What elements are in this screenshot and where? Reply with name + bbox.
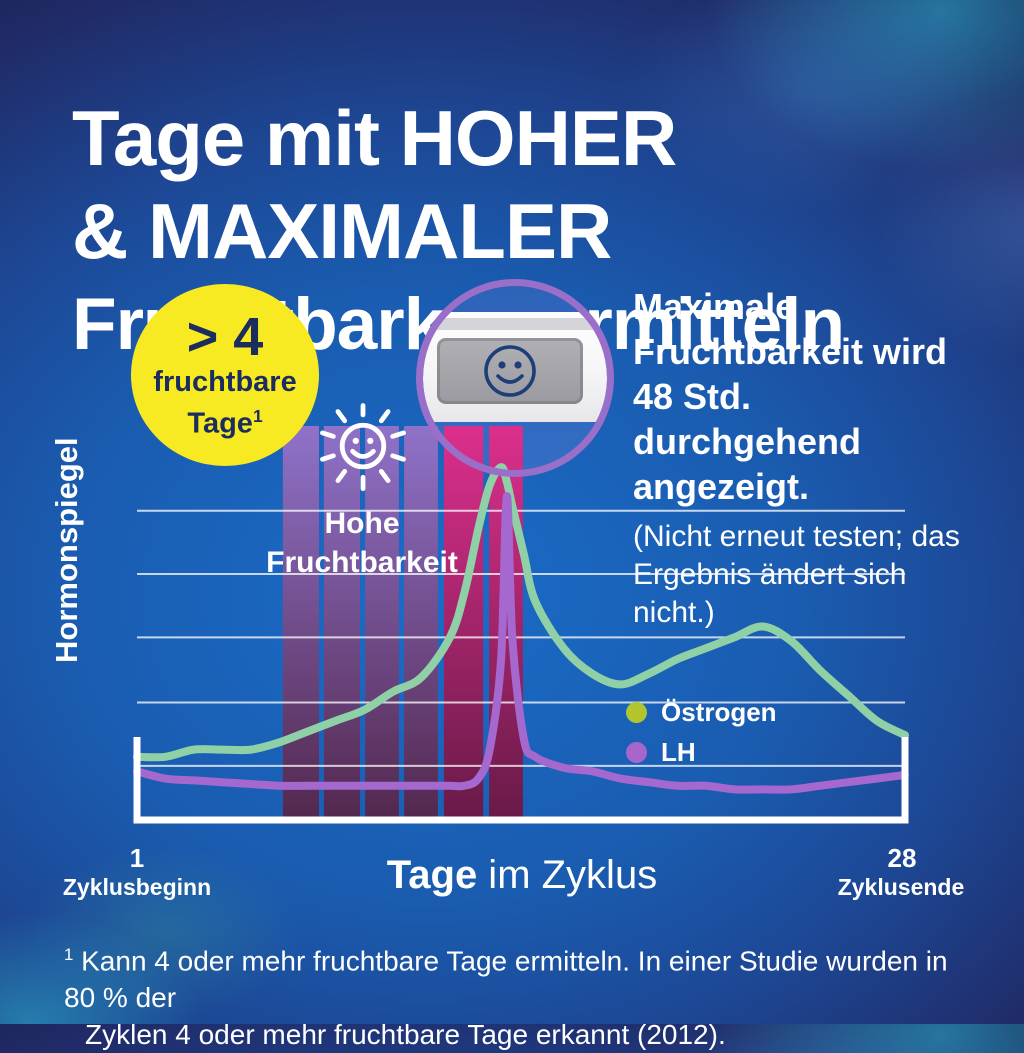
legend-label-lh: LH — [661, 737, 696, 767]
sun-smiley-icon — [320, 403, 406, 492]
legend-item-estrogen: Östrogen — [626, 697, 777, 728]
badge-value: > 4 — [186, 307, 264, 368]
max-fertility-note: Maximale Fruchtbarkeit wird 48 Std. durc… — [633, 284, 983, 632]
title-line-2: & MAXIMALER — [72, 187, 612, 275]
max-note-bold-1: Maximale — [633, 286, 796, 327]
high-fertility-label: Hohe Fruchtbarkeit — [252, 504, 472, 582]
y-axis-label: Hormonspiegel — [49, 437, 84, 663]
max-note-bold-2: Fruchtbarkeit wird — [633, 331, 948, 372]
legend-label-estrogen: Östrogen — [661, 697, 777, 727]
x-axis-title: Tage im Zyklus — [312, 853, 732, 898]
max-note-bold-3: 48 Std. durchgehend — [633, 376, 862, 462]
max-note-small-2: Ergebnis ändert sich nicht.) — [633, 558, 907, 629]
chart-legend: Östrogen LH — [626, 697, 777, 777]
device-magnifier-ring — [416, 279, 614, 477]
badge-text-2: Tage1 — [187, 406, 263, 440]
lh-dot-icon — [626, 742, 647, 763]
footnote-line-2: Zyklen 4 oder mehr fruchtbare Tage erkan… — [85, 1019, 726, 1051]
high-fertility-line-1: Hohe — [324, 507, 400, 540]
footnote-line-1: 1 Kann 4 oder mehr fruchtbare Tage ermit… — [64, 945, 948, 1014]
x-label-cycle-start: Zyklusbeginn — [62, 874, 212, 900]
max-note-small-1: (Nicht erneut testen; das — [633, 520, 960, 553]
max-note-bold-4: angezeigt. — [633, 466, 810, 507]
footnote-mark: 1 — [252, 406, 263, 427]
x-label-cycle-end: Zyklusende — [837, 874, 965, 900]
x-tick-end: 28 — [887, 843, 917, 873]
x-axis-title-bold: Tage — [386, 853, 478, 897]
badge-text-1: fruchtbare — [153, 366, 297, 399]
band-peak-column — [443, 426, 484, 820]
x-tick-start: 1 — [129, 843, 145, 873]
fertile-days-badge: > 4 fruchtbare Tage1 — [131, 284, 319, 466]
legend-item-lh: LH — [626, 737, 777, 768]
high-fertility-line-2: Fruchtbarkeit — [266, 546, 458, 579]
band-peak-column — [489, 426, 523, 820]
footnote: 1 Kann 4 oder mehr fruchtbare Tage ermit… — [64, 936, 964, 1053]
axis-frame — [133, 737, 909, 824]
x-axis-title-rest: im Zyklus — [477, 853, 658, 897]
title-line-1: Tage mit HOHER — [72, 94, 677, 182]
estrogen-dot-icon — [626, 702, 647, 723]
